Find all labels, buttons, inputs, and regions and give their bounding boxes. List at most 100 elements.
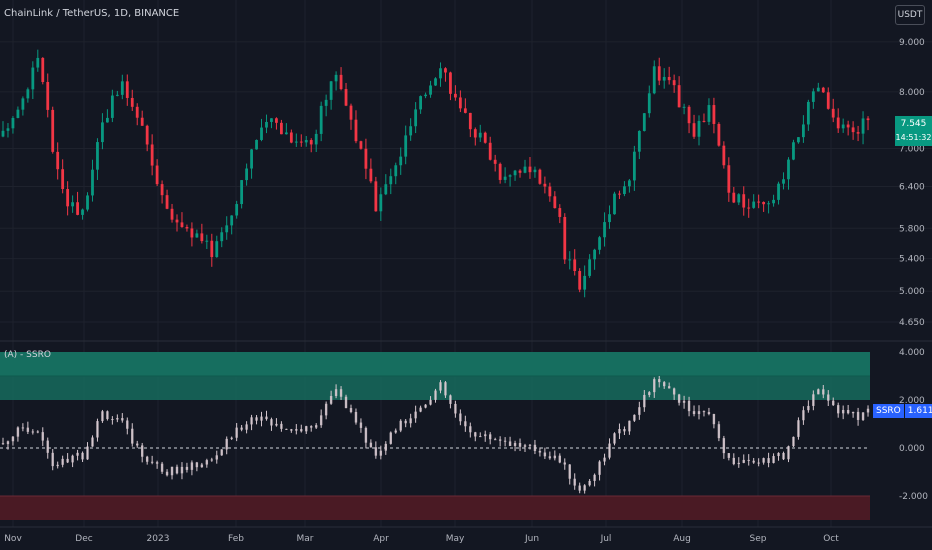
candle-body <box>289 132 293 143</box>
oscillator-bar <box>106 411 109 420</box>
candle-body <box>488 142 492 160</box>
oscillator-bar <box>812 394 815 406</box>
price-tick-label: 5.400 <box>899 255 925 265</box>
oscillator-bar <box>324 403 328 416</box>
oscillator-bar <box>111 419 114 421</box>
time-tick-label: Apr <box>373 534 389 544</box>
oscillator-bar <box>807 405 810 411</box>
indicator-title[interactable]: (A) - SSRO <box>4 350 51 360</box>
candle-body <box>165 195 169 209</box>
oscillator-bar <box>329 395 333 404</box>
candle-body <box>434 78 437 86</box>
oscillator-bar <box>76 452 79 456</box>
oscillator-bar <box>349 408 353 413</box>
candle-body <box>374 181 378 212</box>
candle-body <box>76 202 79 215</box>
candle-body <box>245 168 248 181</box>
oscillator-bar <box>722 438 726 454</box>
oscillator-bar <box>61 458 64 465</box>
candle-body <box>130 97 134 107</box>
oscillator-bar <box>265 416 268 420</box>
last-price-label: 7.545 14:51:32 <box>895 116 932 146</box>
price-tick-label: 6.400 <box>899 183 925 193</box>
time-axis[interactable]: Nov Dec 2023 Feb Mar Apr May Jun Jul Aug Sep Oct <box>4 534 839 544</box>
candle-body <box>444 68 447 73</box>
candle-body <box>349 105 353 120</box>
oscillator-bar <box>36 431 39 433</box>
candle-body <box>647 93 651 114</box>
oscillator-bar <box>369 442 373 448</box>
price-tick-label: 4.650 <box>899 318 925 328</box>
oscillator-bar <box>245 424 248 430</box>
oscillator-bar <box>513 443 517 446</box>
oscillator-bar <box>305 426 308 432</box>
candle-body <box>841 124 845 129</box>
price-axis[interactable]: 9.000 8.000 7.000 6.400 5.800 5.400 5.000 4.650 <box>899 38 925 328</box>
candle-body <box>792 142 795 160</box>
candle-body <box>628 180 631 187</box>
candle-body <box>608 214 611 223</box>
oscillator-bar <box>41 432 44 441</box>
oscillator-bar <box>553 455 557 459</box>
oscillator-bar <box>792 436 795 447</box>
price-tick-label: 7.000 <box>899 145 925 155</box>
time-tick-label: Mar <box>297 534 314 544</box>
candle-body <box>583 275 587 290</box>
oscillator-bar <box>817 389 820 395</box>
candle-body <box>260 127 263 140</box>
candle-body <box>6 128 10 131</box>
candle-body <box>384 184 388 195</box>
oscillator-bar <box>573 478 576 486</box>
candle-body <box>170 208 174 220</box>
oscillator-bar <box>672 388 676 395</box>
oscillator-bar <box>667 386 671 389</box>
currency-button[interactable]: USDT <box>895 5 925 25</box>
candle-body <box>727 165 731 193</box>
candle-body <box>91 169 94 196</box>
oscillator-bar <box>702 411 706 413</box>
oscillator-bar <box>399 420 402 431</box>
candle-body <box>797 137 800 143</box>
oscillator-bar <box>101 411 104 422</box>
oscillator-bar <box>11 436 15 442</box>
oscillator-bar <box>613 433 616 444</box>
oscillator-bar <box>91 437 94 447</box>
oscillator-bar <box>429 399 432 405</box>
candle-body <box>598 237 601 250</box>
candle-body <box>677 85 681 108</box>
oscillator-bar <box>707 412 711 415</box>
candle-body <box>61 169 65 190</box>
oscillator-bar <box>6 441 10 445</box>
oscillator-bar <box>454 403 457 414</box>
candle-body <box>588 259 592 276</box>
oscillator-bar <box>230 437 233 439</box>
candle-body <box>662 76 666 81</box>
candle-body <box>513 170 517 176</box>
candle-body <box>81 209 84 215</box>
oscillator-bar <box>285 428 288 430</box>
oscillator-bar <box>459 413 462 422</box>
oscillator-bar <box>548 456 552 459</box>
oscillator-bar <box>275 423 278 426</box>
candle-body <box>637 130 641 152</box>
oscillator-bar <box>344 396 348 409</box>
indicator-value-label: SSRO 1.611 <box>873 404 932 418</box>
oscillator-bar <box>742 459 745 463</box>
oscillator-bar <box>195 462 199 468</box>
oscillator-bar <box>334 389 338 396</box>
oscillator-bar <box>46 440 49 453</box>
candle-body <box>483 132 487 143</box>
candle-body <box>732 192 736 203</box>
oscillator-axis[interactable]: 4.000 2.000 0.000 -2.000 <box>899 348 928 502</box>
oscillator-bar <box>384 443 387 451</box>
oscillator-bar <box>235 427 238 438</box>
candle-body <box>324 99 328 106</box>
candle-body <box>369 168 373 182</box>
candle-body <box>106 117 109 123</box>
oscillator-bar <box>310 426 313 428</box>
oscillator-bar <box>633 414 636 421</box>
oscillator-bar <box>300 429 303 432</box>
oscillator-bar <box>155 462 159 464</box>
oscillator-bar <box>583 485 586 491</box>
